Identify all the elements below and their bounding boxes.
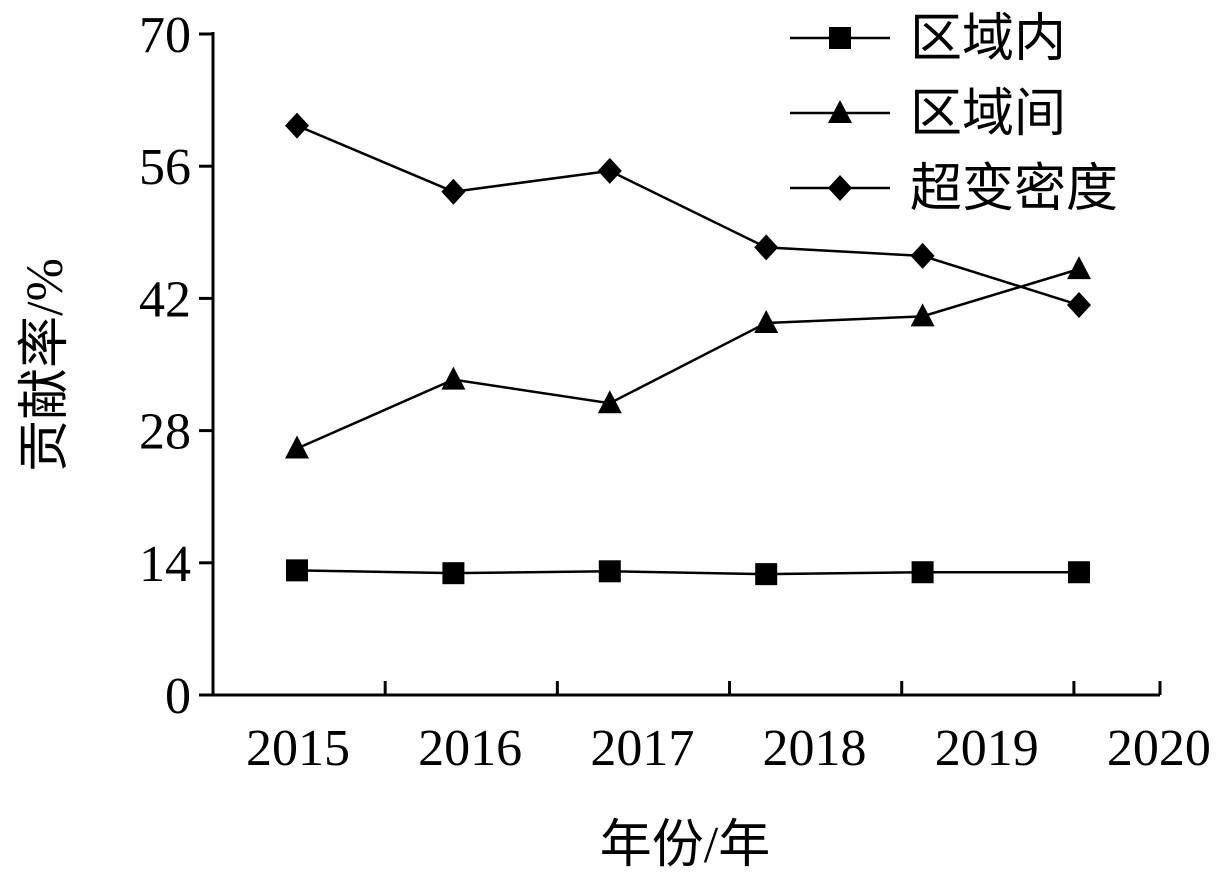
y-tick-label: 56 bbox=[139, 139, 191, 196]
data-point bbox=[1067, 256, 1091, 280]
data-point bbox=[598, 560, 621, 583]
data-point bbox=[910, 242, 935, 269]
legend-item: 区域内 bbox=[790, 11, 1066, 68]
y-tick-label: 42 bbox=[139, 271, 191, 328]
data-point bbox=[441, 178, 466, 205]
legend-item: 超变密度 bbox=[790, 161, 1118, 218]
series-layer bbox=[285, 112, 1091, 586]
data-point bbox=[1067, 292, 1091, 319]
x-tick-label: 2020 bbox=[1107, 720, 1211, 777]
series-line bbox=[296, 267, 1080, 450]
x-tick-label: 2019 bbox=[935, 720, 1039, 777]
data-point bbox=[286, 559, 308, 582]
data-point bbox=[285, 435, 309, 459]
data-point bbox=[285, 112, 309, 139]
data-point bbox=[910, 303, 935, 327]
series-line bbox=[296, 569, 1079, 576]
data-point bbox=[597, 390, 622, 414]
series-square bbox=[286, 559, 1090, 586]
x-axis-title: 年份/年 bbox=[600, 817, 770, 874]
x-tick-label: 2017 bbox=[590, 720, 694, 777]
data-point bbox=[754, 309, 779, 333]
x-tick-label: 2015 bbox=[246, 720, 350, 777]
x-tick-label: 2018 bbox=[763, 720, 867, 777]
data-point bbox=[597, 157, 622, 184]
y-tick-label: 28 bbox=[139, 404, 191, 461]
axes: 0 14 28 42 56 70 2015 2016 2017 2018 2019 2020 bbox=[139, 7, 1211, 777]
series-diamond bbox=[285, 112, 1091, 319]
data-point bbox=[911, 561, 934, 584]
data-point bbox=[754, 234, 779, 261]
data-point bbox=[1068, 561, 1090, 584]
legend-marker bbox=[829, 27, 851, 49]
legend-label: 超变密度 bbox=[910, 161, 1118, 218]
legend-marker bbox=[828, 100, 852, 123]
series-triangle bbox=[285, 256, 1091, 459]
legend-label: 区域间 bbox=[910, 86, 1066, 143]
series-line bbox=[296, 124, 1080, 307]
y-tick-label: 70 bbox=[139, 7, 191, 64]
data-point bbox=[442, 562, 465, 585]
x-tick-label: 2016 bbox=[418, 720, 522, 777]
legend-marker bbox=[828, 175, 852, 201]
data-point bbox=[441, 366, 466, 390]
y-tick-label: 0 bbox=[165, 668, 191, 725]
y-axis-title: 贡献率/% bbox=[17, 258, 74, 472]
y-tick-label: 14 bbox=[139, 536, 191, 593]
data-point bbox=[755, 563, 778, 586]
legend-label: 区域内 bbox=[910, 11, 1066, 68]
legend-item: 区域间 bbox=[790, 86, 1066, 143]
